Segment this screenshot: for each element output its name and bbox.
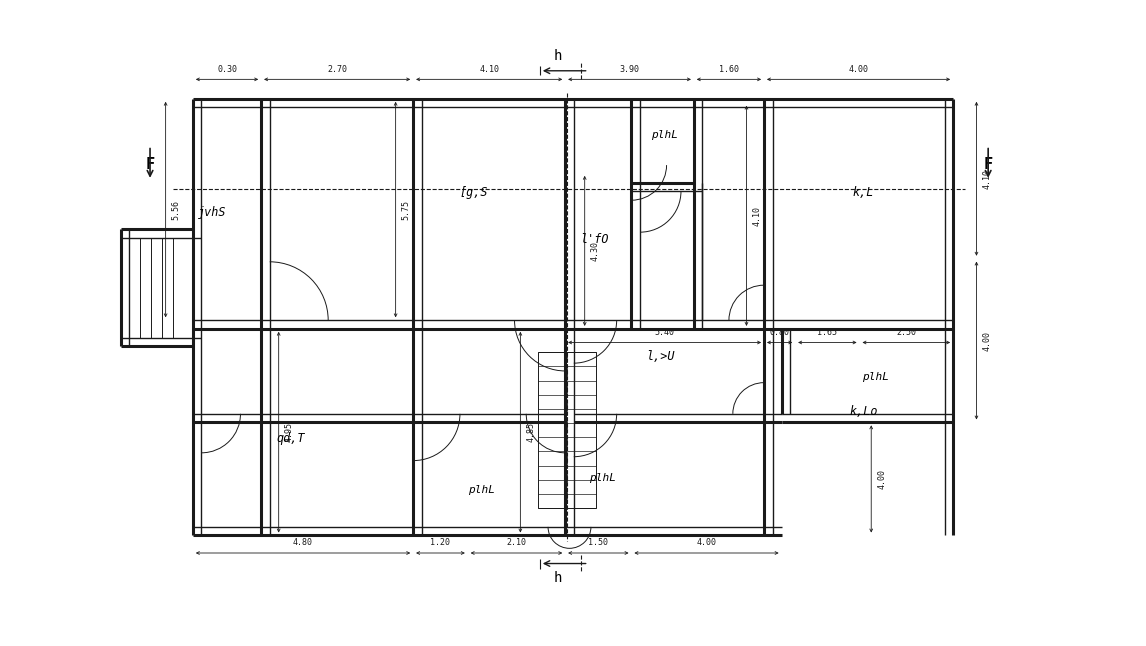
Text: plhL: plhL [468, 484, 495, 495]
Text: l,>U: l,>U [646, 350, 675, 363]
Text: l'fO: l'fO [580, 233, 609, 246]
Text: 4.30: 4.30 [590, 241, 599, 261]
Text: jvhS: jvhS [198, 206, 227, 219]
Text: 1.50: 1.50 [588, 538, 609, 547]
Text: 0.80: 0.80 [770, 328, 790, 337]
Text: k,L: k,L [853, 186, 874, 200]
Text: 1.20: 1.20 [431, 538, 450, 547]
Text: k,Lo: k,Lo [849, 404, 878, 417]
Text: 4.10: 4.10 [752, 206, 761, 226]
Text: 4.80: 4.80 [293, 538, 313, 547]
Text: 4.00: 4.00 [982, 331, 991, 351]
Text: 5.56: 5.56 [172, 200, 180, 220]
Text: 5.40: 5.40 [654, 328, 675, 337]
Text: plhL: plhL [589, 473, 615, 483]
Text: [g,S: [g,S [460, 186, 488, 200]
Text: 2.70: 2.70 [327, 65, 347, 74]
Text: h: h [554, 571, 562, 585]
Text: plhL: plhL [862, 371, 888, 382]
Text: 4.95: 4.95 [284, 422, 293, 442]
Text: plhL: plhL [651, 130, 678, 140]
Bar [537, 352, 596, 508]
Text: qd,T: qd,T [276, 432, 305, 445]
Text: 0.30: 0.30 [217, 65, 237, 74]
Text: 4.00: 4.00 [848, 65, 869, 74]
Text: 5.75: 5.75 [401, 200, 410, 220]
Text: 4.10: 4.10 [982, 169, 991, 189]
Text: F: F [146, 157, 155, 172]
Text: 3.90: 3.90 [620, 65, 639, 74]
Text: 1.65: 1.65 [817, 328, 838, 337]
Text: 4.00: 4.00 [877, 469, 886, 489]
Text: h: h [554, 49, 562, 63]
Text: 1.60: 1.60 [719, 65, 739, 74]
Text: 2.10: 2.10 [507, 538, 526, 547]
Text: 4.10: 4.10 [479, 65, 500, 74]
Text: 2.50: 2.50 [896, 328, 917, 337]
Text: F: F [983, 157, 992, 172]
Text: 4.00: 4.00 [697, 538, 716, 547]
Text: 4.85: 4.85 [526, 422, 535, 442]
